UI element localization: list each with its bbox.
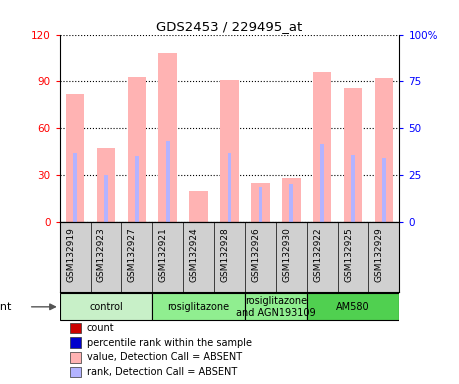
Bar [70,338,81,348]
Bar [70,367,81,377]
Bar [158,53,177,222]
FancyBboxPatch shape [60,293,152,320]
Text: value, Detection Call = ABSENT: value, Detection Call = ABSENT [87,353,242,362]
Bar [320,144,324,222]
FancyBboxPatch shape [307,293,399,320]
FancyBboxPatch shape [245,293,307,320]
Bar [375,78,393,222]
Bar [128,77,146,222]
Text: GSM132927: GSM132927 [128,227,137,282]
Text: GSM132926: GSM132926 [252,227,260,282]
Text: rosiglitazone: rosiglitazone [168,302,230,312]
Bar [70,352,81,362]
Text: GSM132923: GSM132923 [97,227,106,282]
Bar [344,88,362,222]
Bar [97,149,115,222]
Title: GDS2453 / 229495_at: GDS2453 / 229495_at [157,20,302,33]
Text: GSM132921: GSM132921 [159,227,168,282]
Text: count: count [87,323,114,333]
Bar [282,178,301,222]
Text: AM580: AM580 [336,302,370,312]
Bar [104,175,108,222]
Bar [220,80,239,222]
Bar [66,94,84,222]
Bar [290,184,293,222]
Bar [135,156,139,222]
Bar [190,190,208,222]
Bar [382,158,386,222]
Bar [228,153,231,222]
Text: GSM132925: GSM132925 [344,227,353,282]
Text: percentile rank within the sample: percentile rank within the sample [87,338,252,348]
Text: GSM132930: GSM132930 [282,227,291,282]
Text: GSM132929: GSM132929 [375,227,384,282]
Bar [251,183,269,222]
Text: rosiglitazone
and AGN193109: rosiglitazone and AGN193109 [236,296,316,318]
FancyBboxPatch shape [152,293,245,320]
Bar [73,153,77,222]
Bar [166,141,169,222]
Text: rank, Detection Call = ABSENT: rank, Detection Call = ABSENT [87,367,237,377]
Bar [351,155,355,222]
Bar [313,72,331,222]
Text: control: control [89,302,123,312]
Bar [258,187,262,222]
Text: GSM132922: GSM132922 [313,227,322,282]
Text: GSM132919: GSM132919 [66,227,75,282]
Text: agent: agent [0,302,12,312]
Text: GSM132928: GSM132928 [220,227,230,282]
Text: GSM132924: GSM132924 [190,227,199,282]
Bar [70,323,81,333]
